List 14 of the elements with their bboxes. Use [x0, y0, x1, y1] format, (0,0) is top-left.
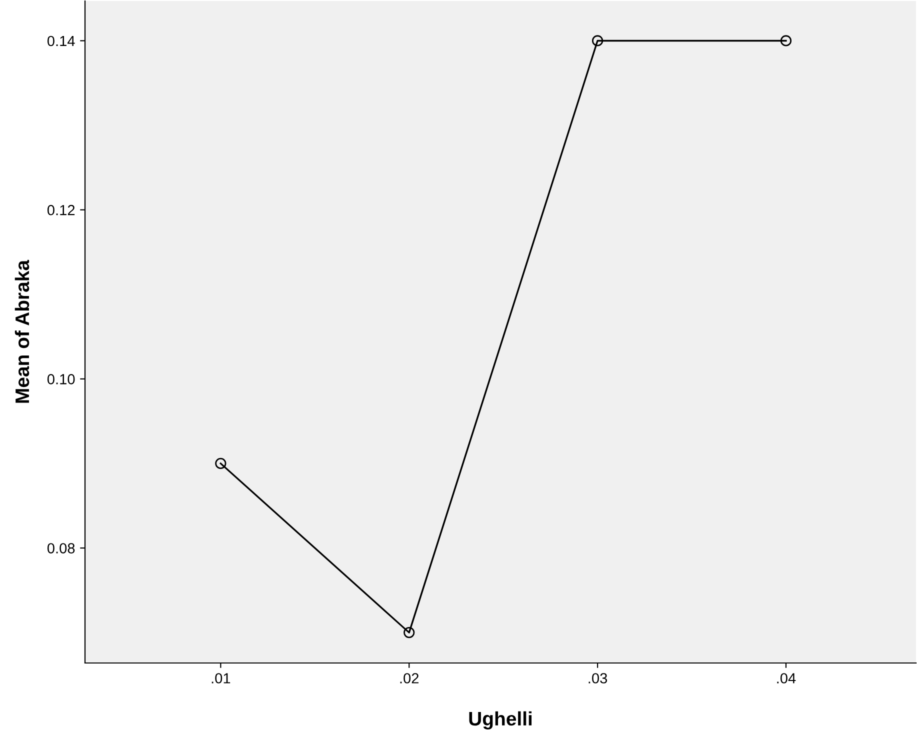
- y-tick-label: 0.10: [47, 374, 75, 384]
- y-tick-label: 0.08: [47, 543, 75, 554]
- y-tick-label: 0.12: [47, 204, 75, 216]
- point: [780, 35, 792, 46]
- point: [404, 627, 415, 638]
- point: [215, 458, 226, 470]
- x-tick-label: .01: [212, 673, 230, 684]
- y-axis-title: Mean of Abraka: [14, 260, 30, 403]
- x-tick-label: .02: [400, 673, 419, 684]
- x-tick-label: .03: [588, 673, 608, 684]
- x-axis-title: Ughelli: [469, 711, 532, 730]
- x-tick-label: .04: [777, 673, 796, 684]
- point: [592, 35, 604, 46]
- y-tick-label: 0.14: [47, 36, 75, 46]
